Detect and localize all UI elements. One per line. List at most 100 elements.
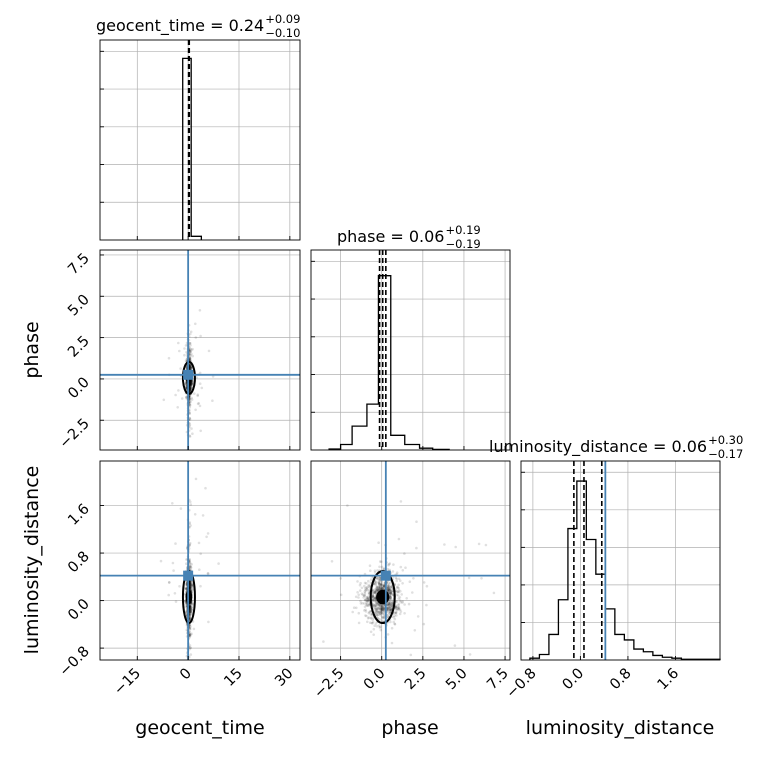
sample-point	[371, 620, 375, 624]
sample-point	[190, 382, 193, 385]
sample-point	[375, 589, 379, 592]
sample-point	[374, 583, 378, 587]
sample-point	[405, 597, 409, 600]
sample-point	[371, 595, 375, 598]
sample-point	[378, 583, 381, 586]
sample-point	[190, 583, 193, 587]
panel-title: luminosity_distance = 0.06 +0.30−0.17	[489, 433, 743, 461]
sample-point	[400, 593, 404, 596]
sample-point	[188, 383, 192, 386]
sample-point	[399, 579, 402, 582]
sample-point	[369, 621, 372, 624]
sample-point	[188, 607, 192, 611]
sample-point	[387, 608, 390, 612]
sample-point	[373, 624, 377, 627]
sample-point	[395, 609, 399, 612]
sample-point	[188, 616, 191, 619]
sample-point	[377, 582, 381, 586]
sample-point	[364, 614, 367, 617]
sample-point	[375, 601, 378, 605]
sample-point	[189, 609, 192, 613]
sample-point	[189, 366, 192, 370]
sample-point	[380, 607, 384, 611]
sample-point	[389, 589, 393, 593]
sample-point	[185, 383, 188, 387]
sample-point	[387, 583, 391, 586]
sample-point	[188, 581, 191, 585]
sample-point	[389, 606, 392, 610]
sample-point	[374, 601, 378, 604]
sample-point	[167, 356, 171, 360]
sample-point	[189, 381, 193, 385]
sample-point	[372, 633, 376, 636]
sample-point	[387, 603, 390, 606]
sample-point	[403, 552, 406, 555]
sample-point	[413, 629, 417, 632]
sample-point	[393, 622, 397, 626]
sample-point	[397, 590, 401, 594]
sample-point	[188, 584, 192, 588]
sample-point	[377, 609, 381, 613]
sample-point	[188, 580, 192, 584]
y-tick-label: −0.8	[57, 644, 93, 680]
sample-point	[185, 366, 188, 369]
sample-point	[185, 611, 188, 615]
sample-point	[401, 600, 405, 603]
sample-point	[375, 624, 379, 628]
sample-point	[371, 592, 375, 596]
sample-point	[191, 354, 194, 358]
sample-point	[373, 591, 377, 594]
sample-point	[380, 583, 383, 587]
sample-point	[380, 611, 384, 614]
sample-point	[395, 607, 399, 611]
sample-point	[395, 579, 399, 583]
sample-point	[174, 393, 177, 397]
histogram-luminosity_distance	[529, 480, 721, 660]
sample-point	[189, 646, 192, 649]
sample-point	[189, 388, 192, 391]
sample-point	[188, 611, 192, 614]
sample-point	[206, 532, 210, 535]
sample-point	[358, 589, 362, 592]
sample-point	[371, 594, 375, 597]
sample-point	[188, 357, 192, 361]
sample-point	[367, 579, 370, 583]
sample-point	[178, 585, 181, 588]
sample-point	[388, 594, 392, 597]
sample-point	[391, 601, 394, 604]
scatter-geocent_time-luminosity_distance	[159, 477, 220, 659]
sample-point	[367, 596, 370, 600]
sample-point	[188, 585, 192, 588]
sample-point	[404, 566, 407, 569]
sample-point	[368, 611, 371, 614]
sample-point	[189, 583, 192, 586]
sample-point	[188, 521, 192, 524]
sample-point	[408, 580, 412, 583]
sample-point	[188, 586, 192, 589]
sample-point	[382, 584, 386, 587]
sample-point	[366, 604, 370, 608]
sample-point	[205, 535, 208, 539]
sample-point	[375, 607, 379, 610]
sample-point	[189, 386, 193, 390]
sample-point	[188, 350, 192, 353]
sample-point	[174, 600, 178, 603]
sample-point	[188, 582, 192, 585]
sample-point	[378, 585, 382, 589]
sample-point	[183, 347, 186, 350]
sample-point	[375, 608, 378, 612]
sample-point	[188, 583, 191, 587]
sample-point	[207, 349, 211, 353]
sample-point	[389, 581, 392, 585]
y-tick-label: −2.5	[57, 416, 93, 452]
sample-point	[389, 598, 392, 601]
sample-point	[190, 581, 194, 584]
sample-point	[390, 590, 393, 593]
sample-point	[380, 607, 384, 611]
sample-point	[366, 598, 370, 601]
sample-point	[389, 608, 392, 612]
sample-point	[416, 615, 420, 618]
sample-point	[371, 597, 375, 601]
sample-point	[189, 366, 192, 370]
sample-point	[377, 606, 380, 610]
